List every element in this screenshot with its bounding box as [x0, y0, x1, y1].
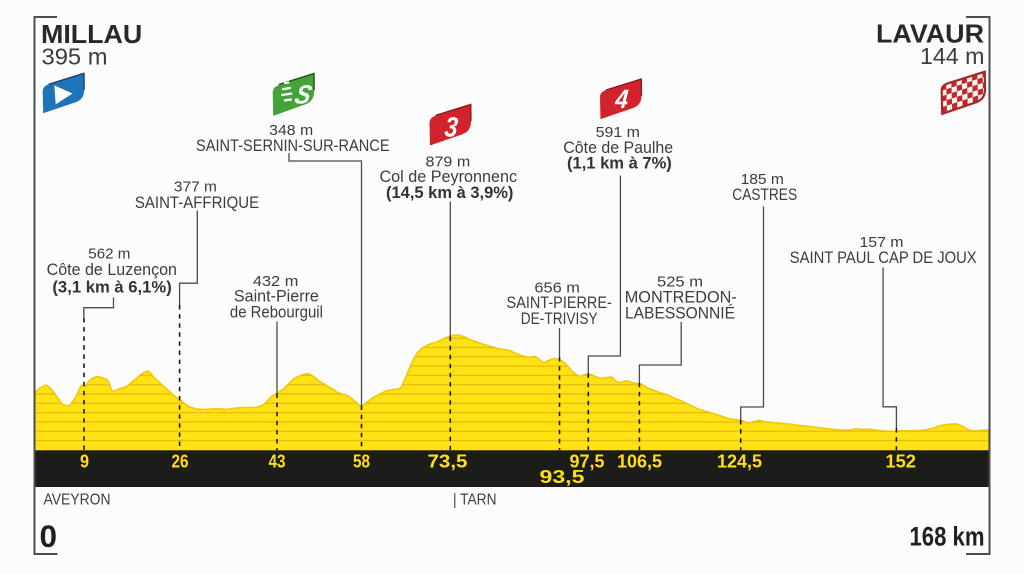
svg-text:26: 26 [172, 451, 189, 471]
svg-text:348 m: 348 m [269, 122, 313, 139]
svg-text:Côte de Paulhe: Côte de Paulhe [563, 139, 673, 157]
svg-text:591 m: 591 m [596, 124, 640, 141]
svg-text:SAINT-AFFRIQUE: SAINT-AFFRIQUE [135, 194, 259, 212]
svg-text:4: 4 [613, 85, 630, 115]
svg-text:LABESSONNIÉ: LABESSONNIÉ [625, 304, 735, 323]
svg-text:Côte de Luzençon: Côte de Luzençon [47, 261, 177, 279]
svg-text:MILLAU: MILLAU [41, 19, 142, 49]
svg-text:168 km: 168 km [910, 522, 985, 552]
svg-text:DE-TRIVISY: DE-TRIVISY [521, 310, 598, 328]
svg-text:9: 9 [80, 451, 89, 471]
svg-text:LAVAUR: LAVAUR [876, 19, 984, 49]
svg-text:Saint-Pierre: Saint-Pierre [234, 288, 319, 306]
svg-text:0: 0 [40, 518, 58, 554]
svg-text:(14,5 km à 3,9%): (14,5 km à 3,9%) [386, 183, 513, 202]
svg-text:CASTRES: CASTRES [732, 186, 797, 204]
svg-text:562 m: 562 m [88, 246, 130, 263]
svg-text:| TARN: | TARN [453, 492, 497, 509]
svg-text:SAINT-PIERRE-: SAINT-PIERRE- [507, 294, 612, 312]
svg-text:525 m: 525 m [657, 274, 703, 291]
svg-text:185 m: 185 m [741, 171, 784, 188]
svg-text:43: 43 [269, 451, 286, 471]
svg-text:Col de Peyronnenc: Col de Peyronnenc [379, 168, 517, 186]
svg-text:395 m: 395 m [42, 44, 108, 70]
svg-text:58: 58 [353, 451, 370, 471]
svg-text:106,5: 106,5 [617, 451, 662, 471]
svg-text:(1,1 km à 7%): (1,1 km à 7%) [567, 153, 672, 172]
svg-text:de Rebourguil: de Rebourguil [230, 304, 323, 322]
svg-text:124,5: 124,5 [717, 451, 762, 471]
svg-text:157 m: 157 m [860, 234, 904, 251]
svg-text:73,5: 73,5 [428, 451, 468, 471]
svg-text:(3,1 km à 6,1%): (3,1 km à 6,1%) [52, 277, 171, 296]
svg-text:MONTREDON-: MONTREDON- [625, 289, 737, 307]
svg-text:656 m: 656 m [534, 280, 580, 297]
svg-text:AVEYRON: AVEYRON [44, 492, 111, 509]
svg-text:377 m: 377 m [174, 178, 217, 195]
svg-text:SAINT PAUL CAP DE JOUX: SAINT PAUL CAP DE JOUX [790, 249, 977, 267]
svg-text:93,5: 93,5 [540, 467, 585, 487]
svg-text:152: 152 [885, 451, 916, 471]
svg-text:432 m: 432 m [253, 273, 299, 290]
svg-text:SAINT-SERNIN-SUR-RANCE: SAINT-SERNIN-SUR-RANCE [196, 137, 390, 155]
svg-text:S: S [292, 80, 315, 109]
svg-text:879 m: 879 m [426, 154, 471, 171]
svg-text:144 m: 144 m [920, 43, 985, 69]
svg-text:97,5: 97,5 [570, 451, 605, 471]
svg-text:3: 3 [443, 113, 459, 143]
